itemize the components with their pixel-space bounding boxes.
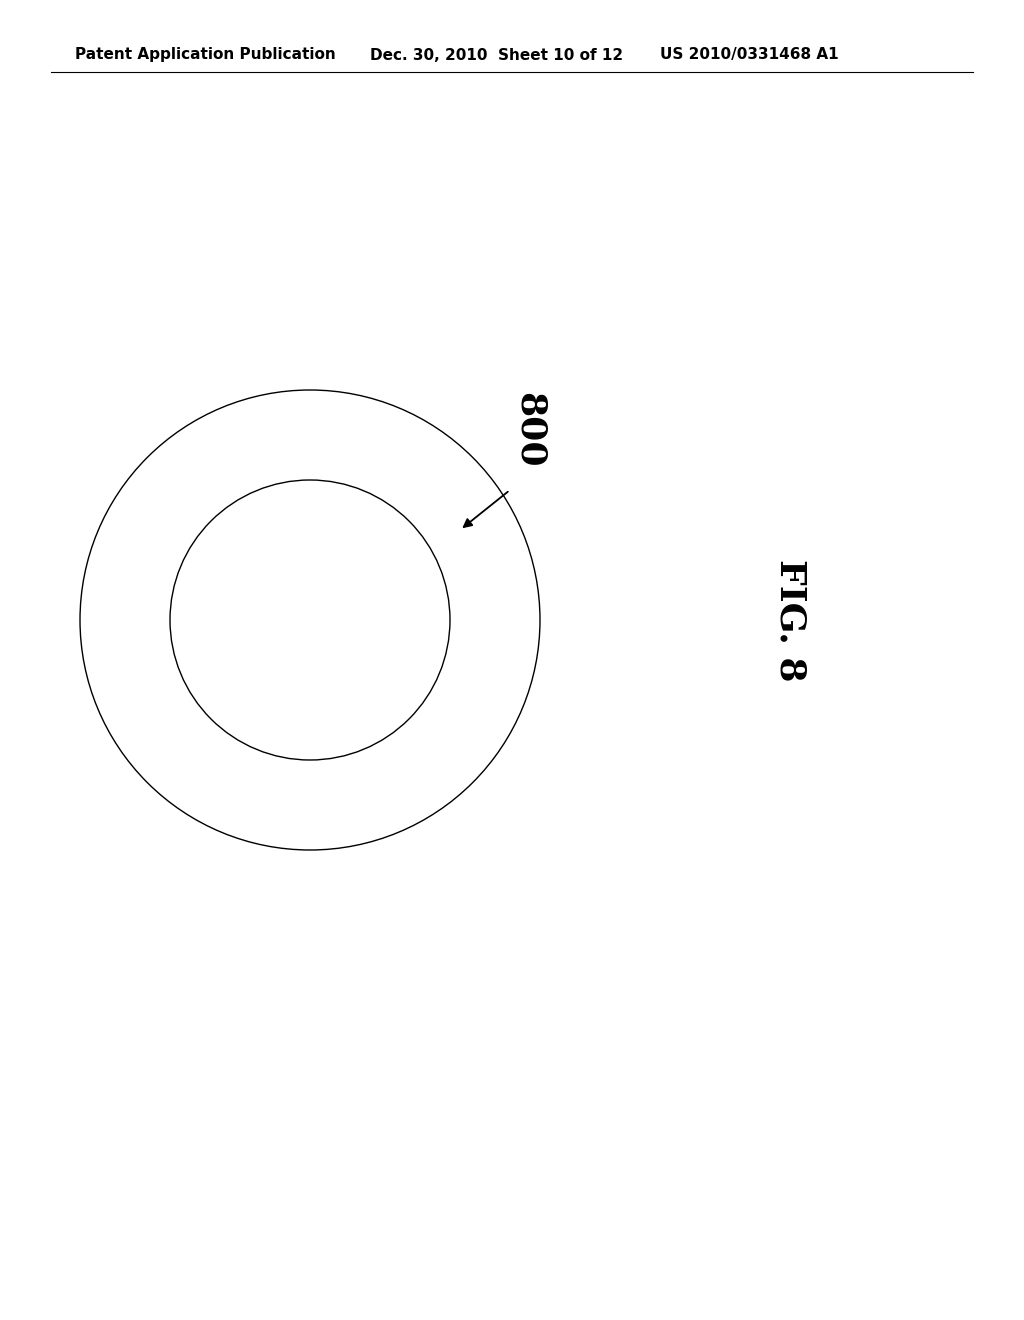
Text: US 2010/0331468 A1: US 2010/0331468 A1: [660, 48, 839, 62]
Text: Patent Application Publication: Patent Application Publication: [75, 48, 336, 62]
Text: 800: 800: [513, 392, 547, 467]
Text: FIG. 8: FIG. 8: [773, 558, 807, 681]
Text: Dec. 30, 2010  Sheet 10 of 12: Dec. 30, 2010 Sheet 10 of 12: [370, 48, 624, 62]
